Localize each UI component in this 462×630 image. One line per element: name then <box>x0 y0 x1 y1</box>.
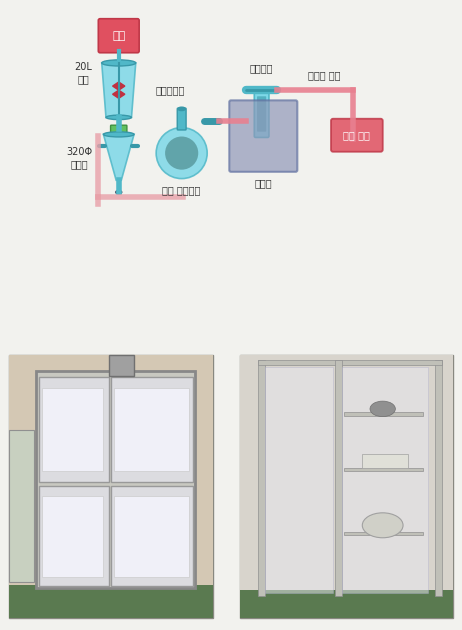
Circle shape <box>156 127 207 179</box>
FancyBboxPatch shape <box>177 108 186 130</box>
Text: 냉각기: 냉각기 <box>255 179 272 188</box>
Circle shape <box>362 513 403 538</box>
Circle shape <box>165 137 198 169</box>
Bar <box>258 360 442 365</box>
Bar <box>9 585 213 618</box>
Bar <box>344 532 424 535</box>
Text: 실리콘 호스: 실리콘 호스 <box>308 70 341 80</box>
Ellipse shape <box>103 132 134 137</box>
FancyBboxPatch shape <box>9 355 213 618</box>
Ellipse shape <box>178 107 185 111</box>
Text: 여과 플라스크: 여과 플라스크 <box>163 185 201 195</box>
Bar <box>9 430 34 582</box>
Bar <box>265 367 333 593</box>
Bar <box>240 355 453 618</box>
Bar <box>258 360 265 596</box>
FancyBboxPatch shape <box>98 19 139 53</box>
FancyBboxPatch shape <box>111 486 194 587</box>
Text: 20L
비커: 20L 비커 <box>74 62 92 84</box>
Text: 320Φ
깔때기: 320Φ 깔때기 <box>67 147 93 169</box>
Bar <box>344 468 424 471</box>
FancyBboxPatch shape <box>36 372 195 588</box>
Text: 내압유리관: 내압유리관 <box>156 85 185 95</box>
Ellipse shape <box>116 190 122 194</box>
FancyBboxPatch shape <box>38 377 109 483</box>
Text: 진공트랩: 진공트랩 <box>249 63 273 73</box>
FancyBboxPatch shape <box>240 355 453 618</box>
FancyBboxPatch shape <box>111 377 194 483</box>
FancyBboxPatch shape <box>229 100 298 172</box>
Bar <box>114 496 189 576</box>
Polygon shape <box>113 82 125 90</box>
Bar <box>435 360 442 596</box>
FancyBboxPatch shape <box>38 486 109 587</box>
Ellipse shape <box>102 60 136 66</box>
FancyBboxPatch shape <box>257 96 266 132</box>
Circle shape <box>370 401 395 416</box>
Bar <box>335 360 342 596</box>
Bar <box>42 388 103 471</box>
FancyBboxPatch shape <box>331 118 383 152</box>
Text: 감압 모터: 감압 모터 <box>343 130 371 140</box>
FancyBboxPatch shape <box>254 91 269 137</box>
Bar <box>9 355 213 618</box>
Bar <box>114 388 189 471</box>
FancyBboxPatch shape <box>110 125 127 134</box>
Ellipse shape <box>106 115 132 120</box>
Text: 모터: 모터 <box>112 31 125 41</box>
Bar <box>42 496 103 576</box>
Polygon shape <box>113 90 125 98</box>
Bar <box>344 413 424 416</box>
Bar <box>240 590 453 618</box>
Polygon shape <box>102 63 136 117</box>
Bar <box>109 355 134 375</box>
Polygon shape <box>103 134 134 180</box>
Bar <box>342 367 428 593</box>
Bar <box>362 454 407 468</box>
